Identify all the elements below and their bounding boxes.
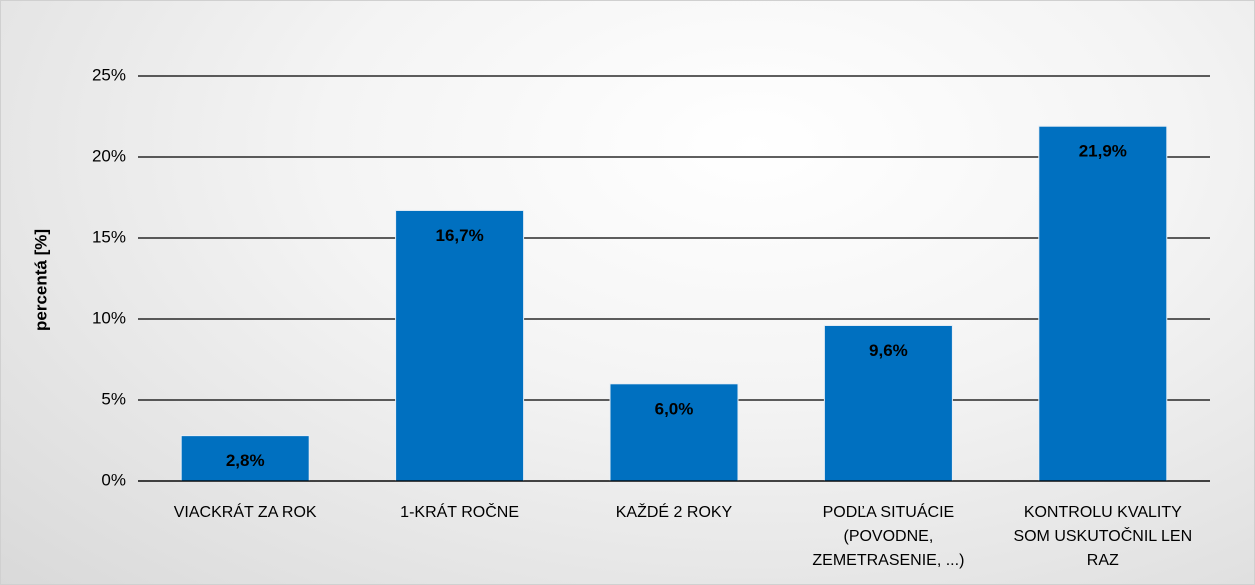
y-tick-label: 25% bbox=[92, 65, 126, 84]
y-tick-label: 15% bbox=[92, 227, 126, 246]
x-tick-label: KAŽDÉ 2 ROKY bbox=[615, 504, 733, 521]
bar bbox=[1038, 125, 1168, 482]
value-label: 21,9% bbox=[1079, 142, 1127, 161]
bar bbox=[395, 209, 525, 482]
value-label: 9,6% bbox=[869, 341, 908, 360]
x-tick-label: PODĽA SITUÁCIE (POVODNE, ZEMETRASENIE, .… bbox=[812, 504, 965, 569]
bar bbox=[823, 324, 953, 482]
bar bbox=[180, 435, 310, 482]
y-tick-label: 20% bbox=[92, 146, 126, 165]
value-label: 6,0% bbox=[655, 399, 694, 418]
y-tick-label: 5% bbox=[101, 389, 126, 408]
x-tick-label: 1-KRÁT ROČNE bbox=[400, 504, 520, 521]
x-tick-label: KONTROLU KVALITY SOM USKUTOČNIL LEN RAZ bbox=[1013, 504, 1193, 569]
bar bbox=[609, 383, 739, 482]
y-tick-label: 0% bbox=[101, 470, 126, 489]
y-tick-label: 10% bbox=[92, 308, 126, 327]
value-label: 2,8% bbox=[226, 451, 265, 470]
y-axis-label: percentá [%] bbox=[31, 229, 50, 331]
x-tick-label: VIACKRÁT ZA ROK bbox=[173, 504, 317, 521]
value-label: 16,7% bbox=[435, 226, 483, 245]
